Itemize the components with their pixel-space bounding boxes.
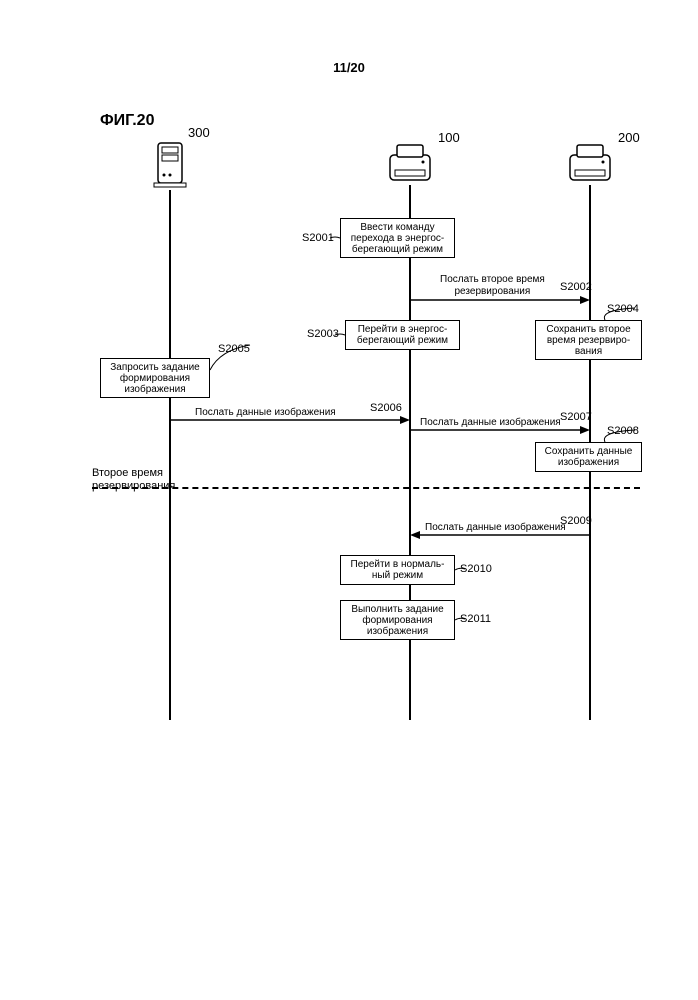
connector-s2003 — [0, 0, 698, 1000]
